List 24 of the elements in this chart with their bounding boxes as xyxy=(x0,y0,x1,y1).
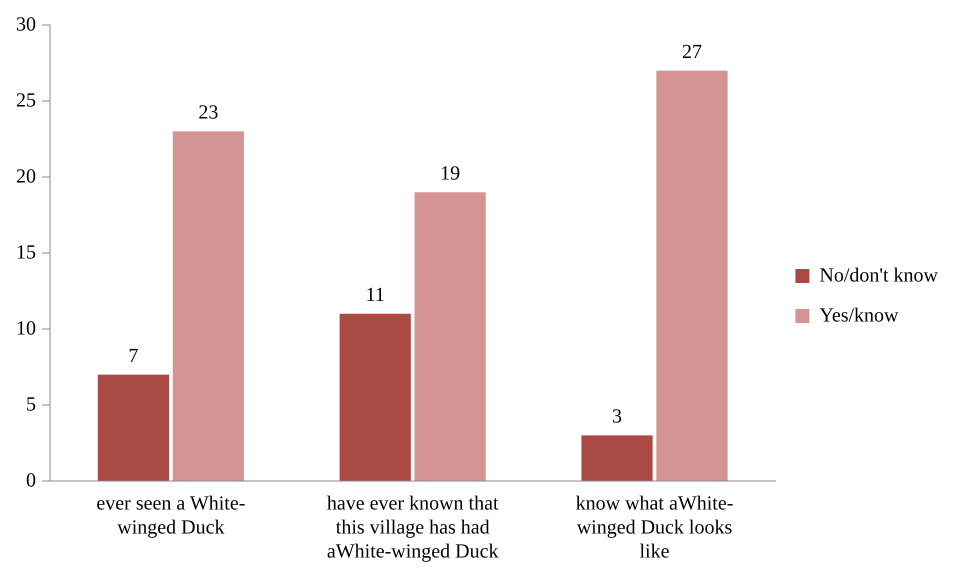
y-tick-label: 10 xyxy=(16,317,36,340)
legend-label: Yes/know xyxy=(819,304,900,326)
y-tick-label: 15 xyxy=(16,241,36,264)
y-tick-label: 20 xyxy=(16,165,36,188)
data-label: 27 xyxy=(682,40,702,63)
data-label: 3 xyxy=(612,406,622,428)
bar xyxy=(98,374,170,480)
data-label: 23 xyxy=(198,102,218,124)
y-tick-label: 25 xyxy=(16,89,36,112)
bar xyxy=(656,70,728,480)
data-label: 7 xyxy=(128,344,138,367)
data-label: 19 xyxy=(440,162,460,184)
bar xyxy=(340,314,411,480)
data-label: 11 xyxy=(366,284,385,306)
x-tick-label: know what aWhite-winged Duck looks like xyxy=(576,492,734,562)
y-tick-label: 5 xyxy=(26,393,36,416)
bar xyxy=(414,192,486,480)
x-tick-label: ever seen a White-winged Duck xyxy=(96,492,246,538)
y-tick-label: 0 xyxy=(26,469,36,492)
y-tick-label: 30 xyxy=(16,13,36,36)
bar xyxy=(581,435,653,480)
bar xyxy=(172,131,244,480)
x-tick-label: have ever known that this village has had aWhite-winged Duck xyxy=(326,492,499,562)
legend-label: No/don't know xyxy=(819,264,939,286)
